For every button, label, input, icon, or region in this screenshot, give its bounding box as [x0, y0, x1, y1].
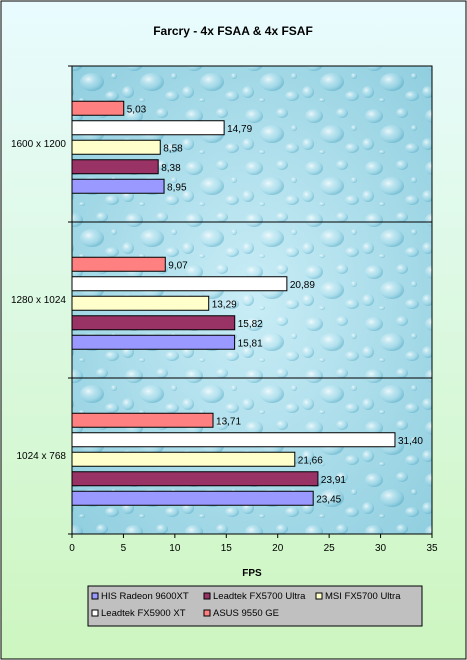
bar: [71, 471, 319, 487]
legend-swatch: [315, 592, 323, 600]
x-tick-label: 15: [221, 543, 233, 554]
data-label: 20,89: [290, 280, 315, 291]
bar: [71, 139, 161, 155]
data-label: 23,45: [316, 494, 341, 505]
x-tick-label: 0: [69, 543, 75, 554]
legend-swatch: [203, 609, 211, 617]
data-label: 8,95: [167, 182, 187, 193]
legend: HIS Radeon 9600XT Leadtek FX5700 Ultra MSI…: [87, 585, 423, 627]
data-label: 5,03: [127, 104, 147, 115]
bar: [71, 256, 166, 272]
category-label: 1024 x 768: [17, 451, 67, 462]
x-tick-label: 25: [324, 543, 336, 554]
data-label: 9,07: [168, 260, 188, 271]
legend-label: Leadtek FX5900 XT: [101, 608, 186, 619]
category-label: 1600 x 1200: [11, 139, 66, 150]
legend-label: Leadtek FX5700 Ultra: [213, 591, 306, 602]
bar: [71, 120, 225, 136]
bar: [71, 490, 314, 506]
bar: [71, 295, 210, 311]
chart-title: Farcry - 4x FSAA & 4x FSAF: [153, 24, 313, 38]
x-tick-label: 30: [375, 543, 387, 554]
x-tick-label: 20: [272, 543, 284, 554]
bar: [71, 315, 236, 331]
data-label: 23,91: [321, 475, 346, 486]
x-tick-label: 5: [121, 543, 127, 554]
bar: [71, 159, 159, 175]
data-label: 21,66: [298, 455, 323, 466]
data-label: 15,82: [238, 319, 263, 330]
data-label: 14,79: [227, 124, 252, 135]
bar: [71, 432, 396, 448]
data-label: 8,38: [161, 163, 181, 174]
legend-label: ASUS 9550 GE: [213, 608, 279, 619]
data-label: 31,40: [398, 436, 423, 447]
legend-swatch: [91, 592, 99, 600]
x-axis-label: FPS: [242, 568, 262, 579]
category-label: 1280 x 1024: [11, 295, 66, 306]
category-labels-group: 1600 x 1200 1280 x 1024 1024 x 768: [11, 139, 66, 462]
data-label: 13,29: [212, 299, 237, 310]
legend-swatch: [203, 592, 211, 600]
x-tick-label: 35: [426, 543, 438, 554]
bar: [71, 100, 125, 116]
legend-swatch: [91, 609, 99, 617]
data-label: 8,58: [163, 143, 183, 154]
bar: [71, 334, 236, 350]
bar: [71, 412, 214, 428]
x-tick-label: 10: [169, 543, 181, 554]
bars-group: 5,03 14,79 8,58 8,38 8,95 9,07 20,89 13,2915,82…: [71, 100, 432, 506]
axis-ticks-group: 0 5 10 15 20 25 30 35: [68, 65, 438, 554]
bar: [71, 451, 296, 467]
data-label: 13,71: [216, 416, 241, 427]
bar: [71, 178, 165, 194]
legend-box: [87, 585, 423, 627]
legend-label: MSI FX5700 Ultra: [325, 591, 401, 602]
data-label: 15,81: [238, 338, 263, 349]
legend-label: HIS Radeon 9600XT: [101, 591, 189, 602]
bar: [71, 276, 288, 292]
